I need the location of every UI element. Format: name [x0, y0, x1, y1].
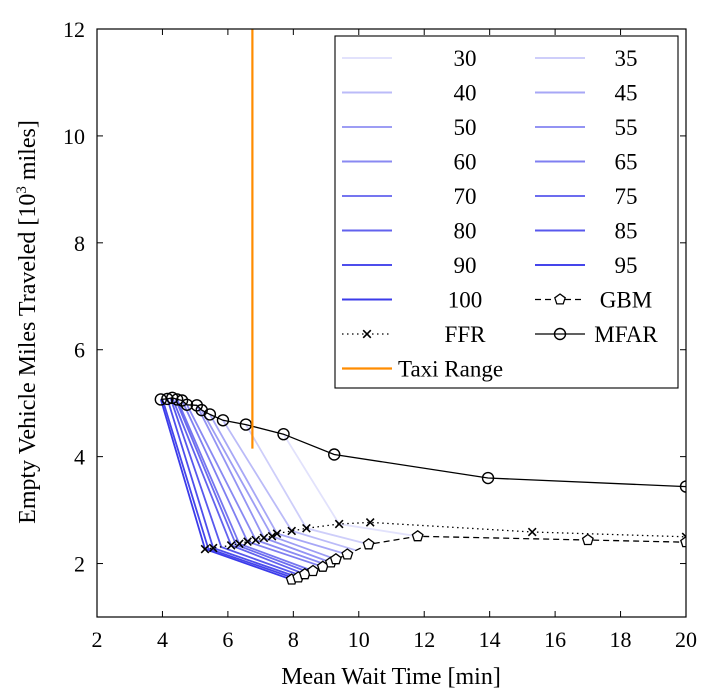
legend-label-75: 75	[615, 184, 638, 209]
mfar-marker	[481, 471, 495, 485]
legend-label-60: 60	[454, 150, 477, 175]
ffr-marker	[365, 518, 375, 527]
x-axis-label: Mean Wait Time [min]	[281, 664, 501, 690]
x-tick-label: 18	[610, 627, 632, 652]
y-axis-label-unit: miles]	[15, 120, 41, 186]
gbm-marker	[680, 535, 686, 548]
gbm-marker	[329, 552, 342, 565]
mfar-line	[160, 397, 686, 488]
legend-label-100: 100	[448, 288, 483, 313]
y-axis-label: Empty Vehicle Miles Traveled [103 miles]	[14, 120, 41, 524]
legend-label-taxi-range: Taxi Range	[398, 357, 503, 382]
legend-label-30: 30	[454, 46, 477, 71]
gbm-marker	[362, 537, 375, 550]
y-tick-label: 6	[74, 338, 85, 363]
x-tick-label: 2	[92, 627, 103, 652]
ffr-marker	[251, 535, 261, 545]
ffr-marker	[334, 519, 344, 529]
mfar-marker	[161, 392, 174, 406]
x-tick-label: 10	[348, 627, 370, 652]
x-tick-label: 20	[675, 627, 697, 652]
legend-label-gbm: GBM	[600, 288, 652, 313]
x-tick-label: 16	[544, 627, 566, 652]
y-tick-label: 10	[63, 124, 85, 149]
ffr-marker	[234, 539, 244, 549]
y-axis-label-main: Empty Vehicle Miles Traveled [10	[15, 194, 41, 524]
mfar-marker	[170, 393, 184, 406]
gbm-marker	[306, 564, 319, 577]
legend-box	[334, 35, 679, 389]
mfar-marker	[203, 408, 217, 421]
legend-label-45: 45	[615, 81, 638, 106]
x-tick-label: 4	[157, 627, 168, 652]
alpha-95-line	[161, 398, 296, 580]
x-tick-label: 12	[413, 627, 435, 652]
alpha-30-line	[282, 433, 418, 538]
legend-label-35: 35	[615, 46, 638, 71]
legend-label-85: 85	[615, 219, 638, 244]
mfar-marker	[277, 427, 290, 441]
ffr-line	[204, 521, 686, 550]
gbm-marker	[411, 529, 424, 542]
legend-label-55: 55	[615, 115, 638, 140]
axes: 2 4 6 8 10 12 14 16 18 20 2 4 6 8 10 12	[63, 17, 697, 652]
y-tick-label: 2	[74, 552, 85, 577]
mfar-marker	[328, 448, 341, 461]
y-tick-label: 12	[63, 17, 85, 42]
mfar-marker	[180, 398, 194, 411]
legend: 30 35 40 45 50 55 60 65 70 75 80 85 90 95 100 GBM FFR MFA…	[334, 35, 679, 389]
legend-label-95: 95	[615, 253, 638, 278]
legend-label-80: 80	[454, 219, 477, 244]
legend-label-70: 70	[454, 184, 477, 209]
mfar-marker	[216, 414, 230, 427]
ffr-marker	[243, 537, 252, 546]
x-tick-label: 8	[288, 627, 299, 652]
legend-label-90: 90	[454, 253, 477, 278]
legend-label-40: 40	[454, 81, 477, 106]
ffr-marker	[226, 541, 236, 550]
mfar-marker	[679, 480, 686, 493]
legend-label-mfar: MFAR	[594, 322, 658, 347]
y-tick-label: 8	[74, 231, 85, 256]
ffr-marker	[259, 533, 269, 543]
legend-label-50: 50	[454, 115, 477, 140]
y-tick-label: 4	[74, 445, 85, 470]
alpha-series-layer	[159, 397, 418, 581]
y-axis-label-exponent: 3	[14, 186, 30, 194]
ffr-marker	[527, 527, 537, 537]
ffr-marker	[287, 526, 297, 536]
x-tick-label: 6	[222, 627, 233, 652]
legend-marker-ffr	[362, 329, 372, 339]
gbm-marker	[341, 548, 354, 560]
ffr-marker	[200, 544, 210, 554]
ffr-marker	[302, 523, 311, 533]
legend-label-ffr: FFR	[445, 322, 487, 347]
ffr-marker	[272, 529, 282, 538]
ffr-marker	[208, 543, 218, 553]
plot-frame	[96, 28, 687, 618]
method-series-layer	[154, 29, 686, 585]
gbm-marker	[581, 533, 594, 546]
legend-marker-mfar	[553, 327, 567, 341]
legend-label-65: 65	[615, 150, 638, 175]
x-tick-label: 14	[479, 627, 501, 652]
legend-marker-gbm	[554, 293, 566, 305]
ffr-marker	[267, 531, 277, 541]
